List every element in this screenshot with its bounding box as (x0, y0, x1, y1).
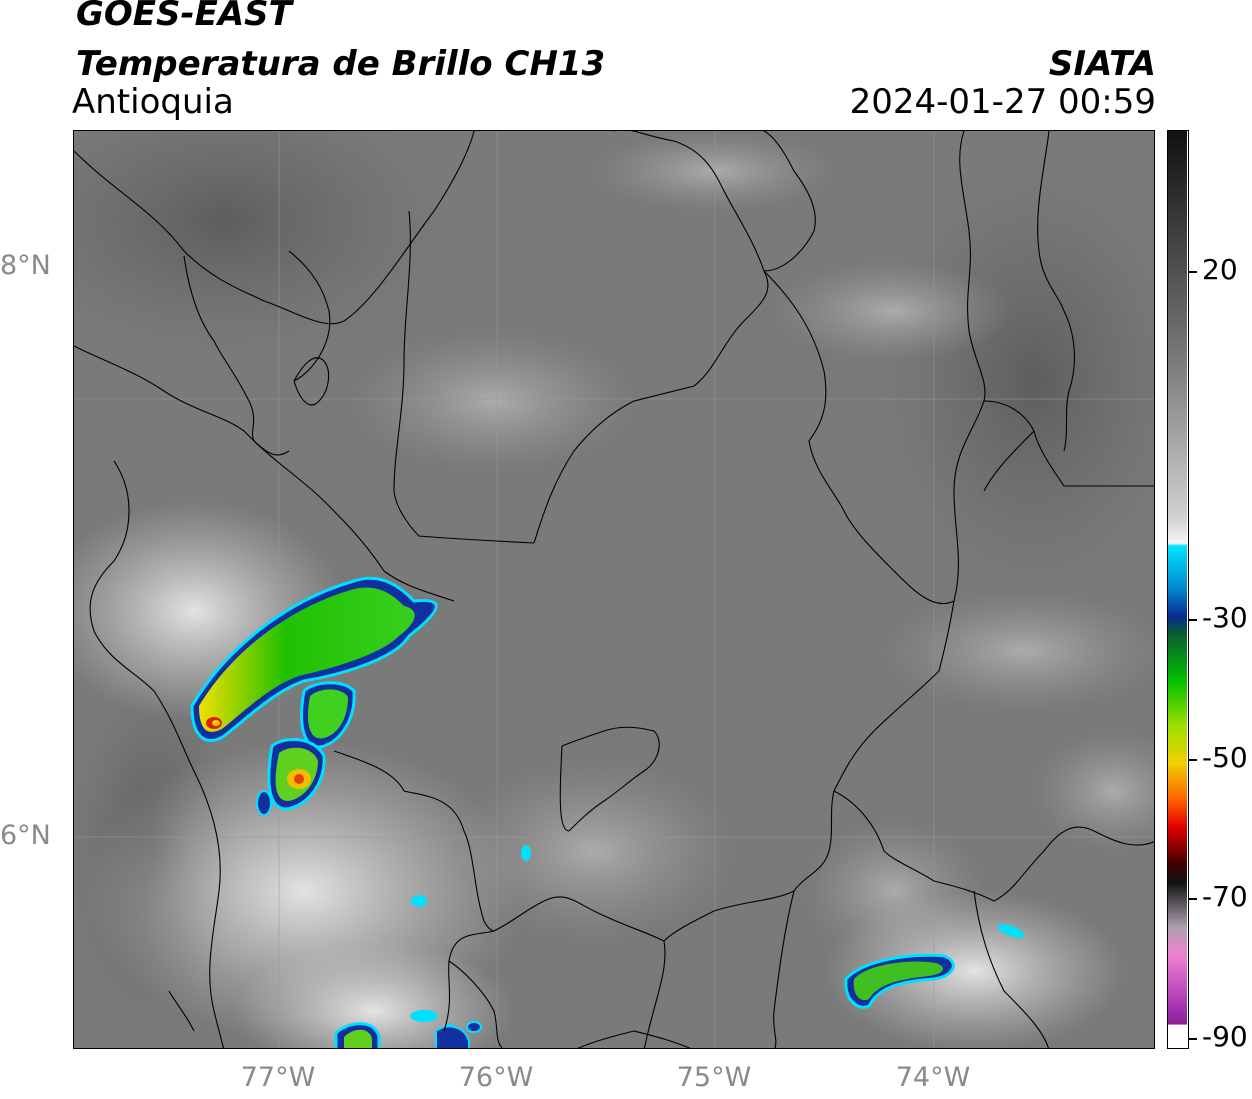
lon-label-74w: 74°W (895, 1062, 971, 1093)
lon-label-75w: 75°W (676, 1062, 752, 1093)
title-region: Antioquia (72, 82, 234, 122)
title-product: Temperatura de Brillo CH13 (76, 44, 606, 84)
colorbar-tick-minus90 (1189, 1038, 1197, 1040)
map-canvas (74, 131, 1154, 1048)
colorbar-label-20: 20 (1202, 253, 1238, 286)
colorbar-tick-minus50 (1189, 759, 1197, 761)
lon-label-77w: 77°W (240, 1062, 316, 1093)
colorbar-tick-minus70 (1189, 898, 1197, 900)
colorbar-label-minus30: -30 (1202, 601, 1248, 634)
colorbar-gradient (1168, 131, 1187, 1047)
satellite-map[interactable] (73, 130, 1155, 1049)
lon-label-76w: 76°W (458, 1062, 534, 1093)
colorbar (1167, 130, 1189, 1049)
boundaries (74, 131, 1154, 1048)
title-satellite: GOES-EAST (76, 0, 292, 34)
graticule (74, 131, 1154, 1048)
datetime-label: 2024-01-27 00:59 (849, 82, 1156, 122)
lat-label-8n: 8°N (0, 250, 51, 281)
colorbar-label-minus70: -70 (1202, 880, 1248, 913)
colorbar-label-minus50: -50 (1202, 741, 1248, 774)
lat-label-6n: 6°N (0, 820, 51, 851)
colorbar-label-minus90: -90 (1202, 1020, 1248, 1053)
brand-label: SIATA (1048, 44, 1156, 84)
storm-cells (190, 576, 1025, 1048)
colorbar-tick-minus30 (1189, 619, 1197, 621)
colorbar-tick-20 (1189, 271, 1197, 273)
